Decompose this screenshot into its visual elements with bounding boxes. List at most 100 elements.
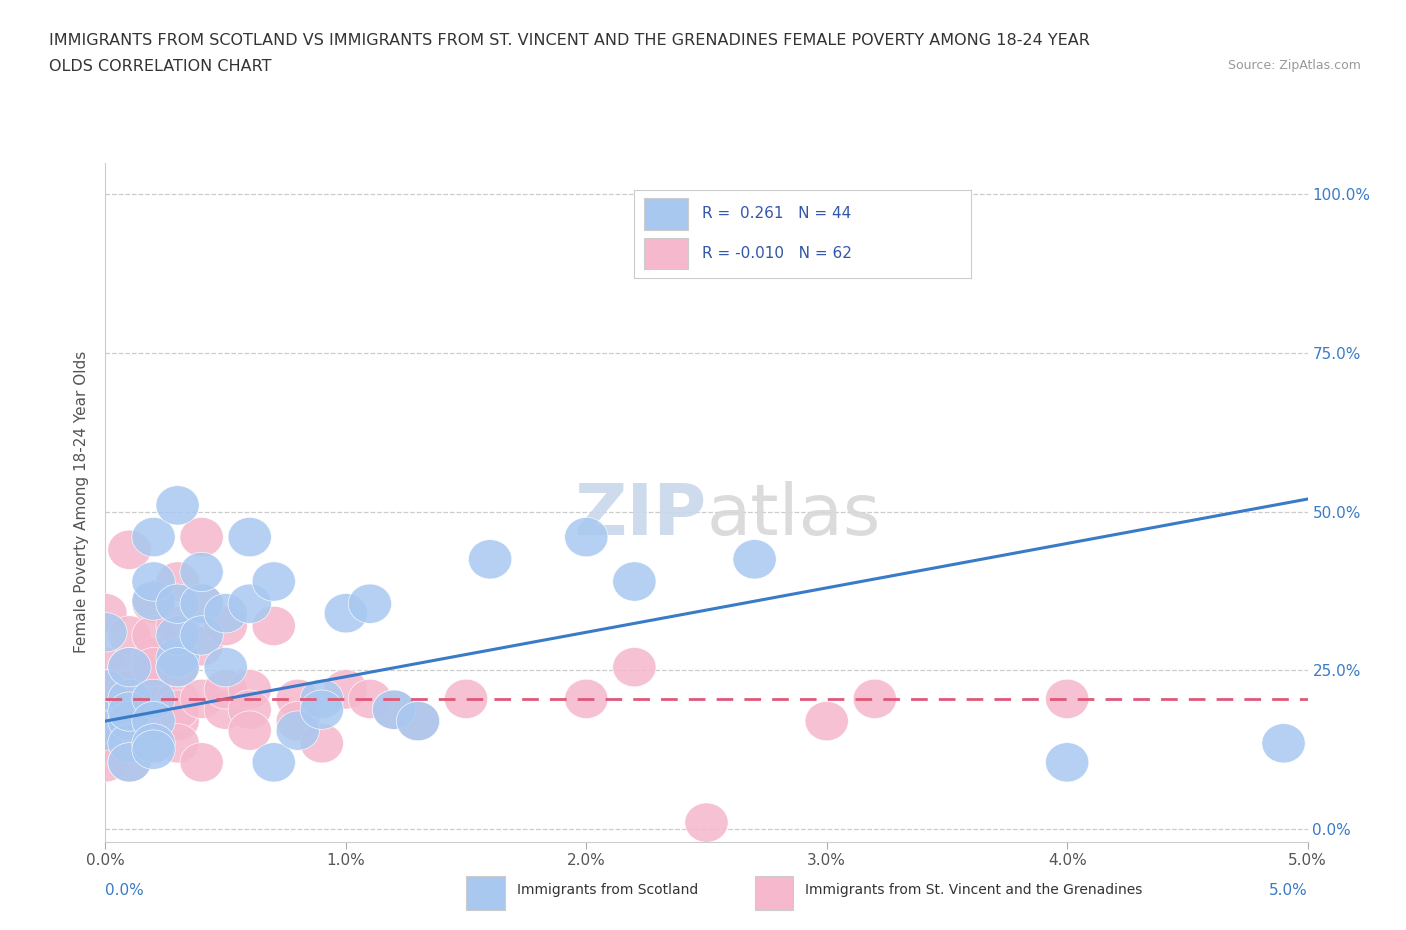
Ellipse shape <box>84 711 127 751</box>
Ellipse shape <box>108 743 150 782</box>
Ellipse shape <box>565 679 607 719</box>
Ellipse shape <box>325 670 367 709</box>
Ellipse shape <box>685 803 728 843</box>
FancyBboxPatch shape <box>755 876 793 910</box>
Ellipse shape <box>1046 679 1088 719</box>
Ellipse shape <box>84 701 127 741</box>
Ellipse shape <box>180 743 224 782</box>
Ellipse shape <box>84 711 127 751</box>
Ellipse shape <box>468 539 512 579</box>
Ellipse shape <box>108 679 150 719</box>
Ellipse shape <box>204 647 247 687</box>
Ellipse shape <box>156 647 200 687</box>
Ellipse shape <box>132 616 176 655</box>
Ellipse shape <box>204 690 247 729</box>
Ellipse shape <box>373 690 416 729</box>
Ellipse shape <box>132 670 176 709</box>
Ellipse shape <box>108 701 150 741</box>
Ellipse shape <box>132 647 176 687</box>
Ellipse shape <box>228 670 271 709</box>
Ellipse shape <box>156 485 200 525</box>
Ellipse shape <box>132 724 176 763</box>
Ellipse shape <box>156 616 200 655</box>
Ellipse shape <box>108 647 150 687</box>
Ellipse shape <box>444 679 488 719</box>
Ellipse shape <box>84 613 127 652</box>
Ellipse shape <box>132 517 176 557</box>
Text: 5.0%: 5.0% <box>1268 883 1308 897</box>
Ellipse shape <box>132 724 176 763</box>
Ellipse shape <box>84 593 127 633</box>
Ellipse shape <box>180 552 224 591</box>
Ellipse shape <box>156 690 200 729</box>
Ellipse shape <box>204 670 247 709</box>
Ellipse shape <box>396 701 440 741</box>
Ellipse shape <box>156 638 200 677</box>
Ellipse shape <box>84 647 127 687</box>
Text: Immigrants from Scotland: Immigrants from Scotland <box>516 883 697 897</box>
Ellipse shape <box>565 517 607 557</box>
Text: ZIP: ZIP <box>574 482 707 551</box>
Ellipse shape <box>228 690 271 729</box>
Ellipse shape <box>1263 724 1305 763</box>
Ellipse shape <box>132 562 176 601</box>
Ellipse shape <box>252 606 295 645</box>
Ellipse shape <box>156 647 200 687</box>
Ellipse shape <box>108 616 150 655</box>
FancyBboxPatch shape <box>465 876 505 910</box>
Ellipse shape <box>132 679 176 719</box>
Ellipse shape <box>132 690 176 729</box>
Ellipse shape <box>252 562 295 601</box>
Ellipse shape <box>84 670 127 709</box>
Ellipse shape <box>396 701 440 741</box>
Ellipse shape <box>84 679 127 719</box>
Ellipse shape <box>156 606 200 645</box>
Ellipse shape <box>84 724 127 763</box>
Ellipse shape <box>301 724 343 763</box>
Ellipse shape <box>156 679 200 719</box>
Ellipse shape <box>108 711 150 751</box>
Text: 0.0%: 0.0% <box>105 883 145 897</box>
Ellipse shape <box>204 593 247 633</box>
Text: OLDS CORRELATION CHART: OLDS CORRELATION CHART <box>49 59 271 73</box>
Text: R = -0.010   N = 62: R = -0.010 N = 62 <box>702 246 852 261</box>
Ellipse shape <box>276 701 319 741</box>
Ellipse shape <box>156 562 200 601</box>
Text: Source: ZipAtlas.com: Source: ZipAtlas.com <box>1227 59 1361 72</box>
Ellipse shape <box>180 679 224 719</box>
FancyBboxPatch shape <box>644 198 689 230</box>
Ellipse shape <box>228 517 271 557</box>
Ellipse shape <box>806 701 848 741</box>
Ellipse shape <box>84 701 127 741</box>
Ellipse shape <box>108 647 150 687</box>
Ellipse shape <box>1046 743 1088 782</box>
Ellipse shape <box>276 711 319 751</box>
Y-axis label: Female Poverty Among 18-24 Year Olds: Female Poverty Among 18-24 Year Olds <box>75 352 90 654</box>
Ellipse shape <box>613 562 657 601</box>
Ellipse shape <box>132 701 176 741</box>
Ellipse shape <box>156 701 200 741</box>
Text: atlas: atlas <box>707 482 882 551</box>
Ellipse shape <box>132 638 176 677</box>
Ellipse shape <box>108 692 150 731</box>
Text: Immigrants from St. Vincent and the Grenadines: Immigrants from St. Vincent and the Gren… <box>806 883 1143 897</box>
Ellipse shape <box>108 701 150 741</box>
Ellipse shape <box>132 701 176 741</box>
Ellipse shape <box>132 679 176 719</box>
Ellipse shape <box>132 730 176 769</box>
Ellipse shape <box>301 679 343 719</box>
Text: R =  0.261   N = 44: R = 0.261 N = 44 <box>702 206 851 221</box>
Ellipse shape <box>349 584 391 623</box>
Ellipse shape <box>108 724 150 763</box>
Ellipse shape <box>84 743 127 782</box>
Ellipse shape <box>108 743 150 782</box>
Ellipse shape <box>84 670 127 709</box>
Ellipse shape <box>204 606 247 645</box>
Ellipse shape <box>325 593 367 633</box>
Ellipse shape <box>228 711 271 751</box>
Ellipse shape <box>132 584 176 623</box>
Ellipse shape <box>853 679 897 719</box>
Ellipse shape <box>252 743 295 782</box>
Ellipse shape <box>228 584 271 623</box>
Ellipse shape <box>180 627 224 666</box>
